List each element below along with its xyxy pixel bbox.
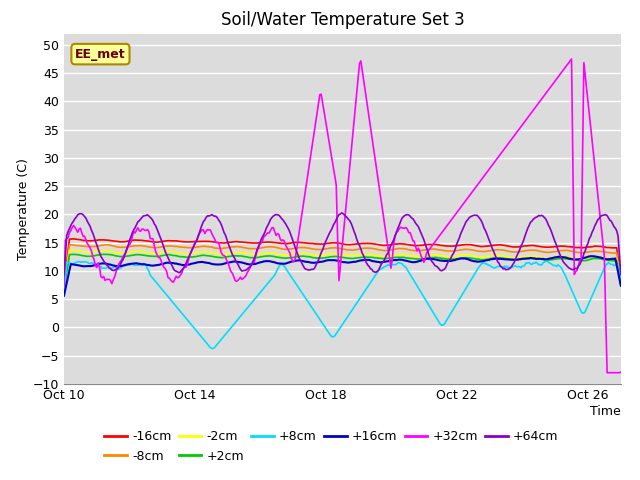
-2cm [562, 253, 570, 259]
+8cm [208, 346, 216, 351]
+8cm [248, 300, 255, 306]
-16cm [452, 243, 460, 249]
+8cm [371, 274, 378, 279]
-8cm [60, 283, 68, 289]
-16cm [371, 241, 378, 247]
-8cm [452, 248, 460, 253]
+16cm [369, 258, 377, 264]
+2cm [469, 255, 477, 261]
-8cm [469, 247, 477, 253]
-2cm [228, 250, 236, 256]
-2cm [248, 251, 255, 257]
+2cm [101, 252, 109, 257]
+32cm [227, 269, 235, 275]
Line: +64cm: +64cm [64, 213, 621, 275]
-8cm [617, 278, 625, 284]
Text: EE_met: EE_met [75, 48, 126, 60]
-16cm [70, 236, 77, 242]
Line: +8cm: +8cm [64, 261, 621, 348]
-16cm [617, 275, 625, 280]
-16cm [60, 281, 68, 287]
-16cm [562, 243, 570, 249]
+32cm [369, 143, 377, 149]
+32cm [568, 56, 575, 62]
+8cm [452, 301, 460, 307]
+32cm [60, 283, 68, 288]
Y-axis label: Temperature (C): Temperature (C) [17, 158, 30, 260]
+64cm [469, 213, 477, 218]
Line: -2cm: -2cm [64, 250, 621, 289]
X-axis label: Time: Time [590, 405, 621, 418]
Line: +16cm: +16cm [64, 256, 621, 296]
+32cm [604, 370, 611, 375]
+8cm [543, 258, 551, 264]
-2cm [469, 253, 477, 259]
-16cm [469, 242, 477, 248]
-2cm [371, 252, 378, 258]
+8cm [60, 293, 68, 299]
-2cm [617, 282, 625, 288]
-2cm [68, 247, 76, 253]
+16cm [451, 257, 459, 263]
Legend: -16cm, -8cm, -2cm, +2cm, +8cm, +16cm, +32cm, +64cm: -16cm, -8cm, -2cm, +2cm, +8cm, +16cm, +3… [99, 425, 563, 468]
+32cm [468, 190, 476, 195]
+16cm [227, 259, 235, 265]
+32cm [617, 369, 625, 375]
+2cm [248, 255, 255, 261]
+64cm [338, 210, 346, 216]
-8cm [371, 246, 378, 252]
+64cm [246, 264, 254, 270]
-8cm [68, 242, 76, 248]
+2cm [562, 256, 570, 262]
Line: +2cm: +2cm [64, 254, 621, 291]
Line: +32cm: +32cm [64, 59, 621, 372]
+16cm [60, 293, 68, 299]
+2cm [452, 256, 460, 262]
+64cm [562, 262, 570, 268]
+8cm [469, 274, 477, 279]
+16cm [561, 254, 568, 260]
+8cm [564, 277, 572, 283]
+2cm [228, 253, 236, 259]
+64cm [617, 272, 625, 277]
-16cm [228, 239, 236, 245]
-2cm [60, 286, 68, 292]
+64cm [371, 269, 378, 275]
+32cm [246, 265, 254, 271]
+8cm [228, 324, 236, 329]
Line: -8cm: -8cm [64, 245, 621, 286]
+8cm [617, 279, 625, 285]
-2cm [452, 253, 460, 259]
+2cm [60, 288, 68, 294]
Title: Soil/Water Temperature Set 3: Soil/Water Temperature Set 3 [221, 11, 464, 29]
+32cm [451, 212, 459, 217]
+16cm [468, 258, 476, 264]
+64cm [452, 241, 460, 247]
+16cm [617, 283, 625, 288]
+16cm [246, 262, 254, 267]
+2cm [371, 255, 378, 261]
+16cm [587, 253, 595, 259]
+32cm [561, 65, 568, 71]
+64cm [60, 272, 68, 278]
+64cm [227, 248, 235, 253]
-8cm [562, 248, 570, 253]
-8cm [228, 244, 236, 250]
+2cm [617, 283, 625, 288]
-8cm [248, 246, 255, 252]
-16cm [248, 240, 255, 246]
Line: -16cm: -16cm [64, 239, 621, 284]
